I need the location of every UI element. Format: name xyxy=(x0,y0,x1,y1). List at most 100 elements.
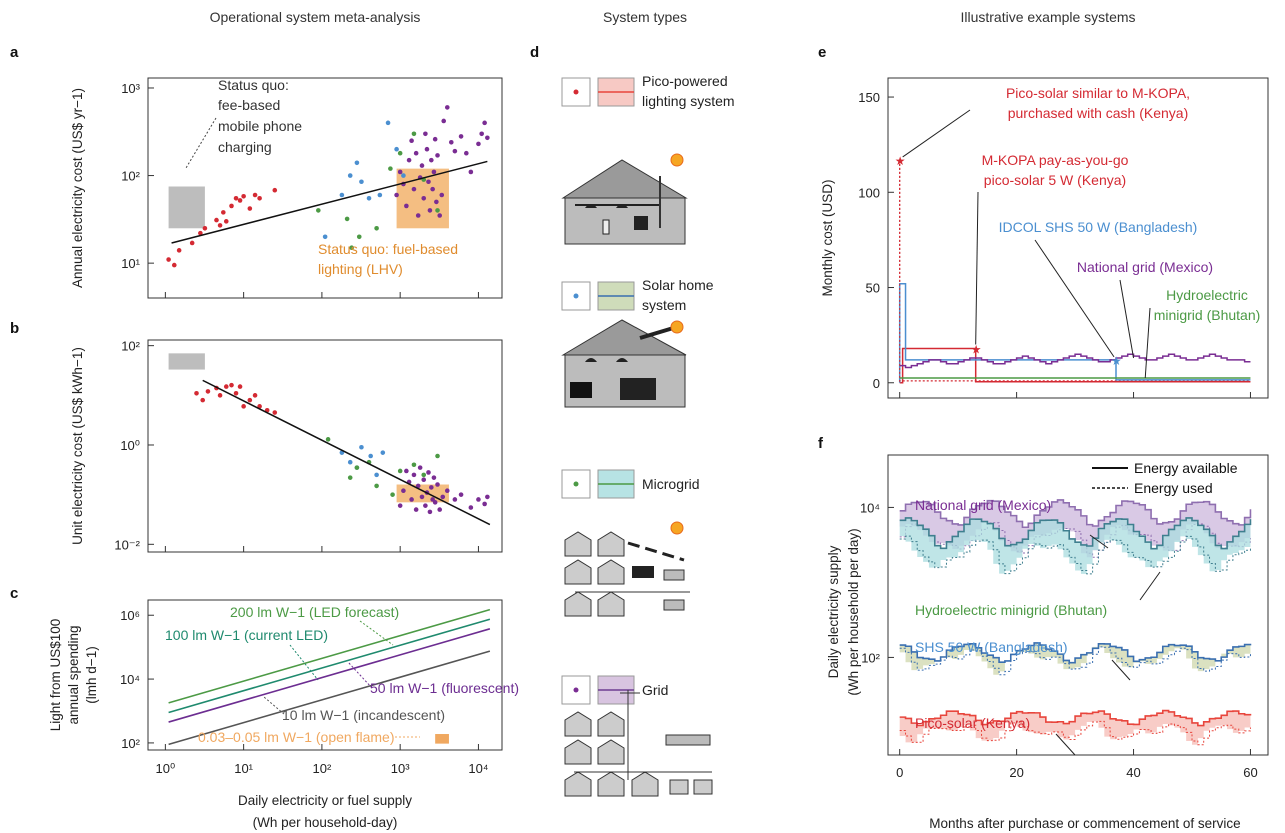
b-point-shs xyxy=(359,444,364,450)
legend-d-label-line-1: Solar home xyxy=(642,277,714,293)
f-available-grid xyxy=(899,499,1252,529)
c-xtick-label: 10⁴ xyxy=(468,761,488,776)
c-series-label-0: 200 lm W−1 (LED forecast) xyxy=(230,604,399,620)
legend-d-dot-box xyxy=(561,77,591,107)
a-point-grid xyxy=(479,131,484,137)
b-point-grid xyxy=(426,470,431,475)
legend-d-dot xyxy=(573,89,579,95)
plot-f: National grid (Mexico) Hydroelectric mini… xyxy=(826,497,1258,831)
annotations-e: Pico-solar similar to M-KOPA, purchased … xyxy=(982,85,1261,323)
f-used-pico xyxy=(899,720,1251,746)
a-point-grid xyxy=(411,186,417,192)
a-point-micro xyxy=(344,216,350,222)
legend-d-dot xyxy=(573,687,579,693)
c-label-leader-2 xyxy=(347,661,373,689)
b-status-quo-phone-box xyxy=(168,353,205,370)
a-point-pico xyxy=(223,219,229,224)
e-ytick-label: 50 xyxy=(866,281,880,296)
plot-a: 10¹ 10² 10³ Annual electricity cost (US$ yr… xyxy=(70,81,490,298)
b-point-pico xyxy=(223,384,229,389)
f-leader-pico xyxy=(1055,733,1076,756)
a-point-micro xyxy=(435,208,440,213)
a-ylabel: Annual electricity cost (US$ yr−1) xyxy=(70,88,85,288)
c-ytick-label: 10² xyxy=(121,736,140,751)
b-point-micro xyxy=(390,492,395,497)
legend-f-used-label: Energy used xyxy=(1134,480,1213,496)
c-xtick-label: 10⁰ xyxy=(156,761,176,776)
a-point-pico xyxy=(237,198,243,203)
a-point-shs xyxy=(401,173,406,178)
b-ylabel: Unit electricity cost (US$ kWh−1) xyxy=(70,347,85,545)
f-series-label-0: National grid (Mexico) xyxy=(915,497,1051,513)
a-point-pico xyxy=(221,210,226,215)
a-point-pico xyxy=(166,257,171,262)
a-point-micro xyxy=(388,166,393,171)
a-point-grid xyxy=(437,213,443,218)
c-open-flame-box xyxy=(435,734,449,744)
panel-a-frame xyxy=(147,77,503,299)
b-point-micro xyxy=(411,462,417,468)
e-star-mkopa: ★ xyxy=(971,342,982,356)
a-point-grid xyxy=(452,148,458,154)
a-point-grid xyxy=(423,131,428,137)
a-point-pico xyxy=(247,206,253,211)
f-used-grid xyxy=(899,522,1251,558)
b-point-grid xyxy=(435,482,440,487)
b-point-grid xyxy=(437,507,443,512)
legend-f-available-label: Energy available xyxy=(1134,460,1238,476)
a-point-grid xyxy=(406,157,412,163)
a-point-pico xyxy=(241,193,246,199)
b-point-grid xyxy=(482,501,487,507)
c-label-leader-1 xyxy=(289,644,319,681)
panel-letter-d: d xyxy=(530,44,539,61)
illustrations-d xyxy=(561,153,713,797)
a-point-grid xyxy=(435,153,440,158)
e-annotation-mkopa-1: M-KOPA pay-as-you-go xyxy=(982,152,1129,168)
annotation-phone-line-3: mobile phone xyxy=(218,118,302,134)
c-ytick-label: 10⁴ xyxy=(120,672,140,687)
annotation-phone-line-1: Status quo: xyxy=(218,77,289,93)
e-leader-cash xyxy=(902,109,971,158)
a-point-shs xyxy=(354,160,360,166)
a-point-pico xyxy=(214,217,219,223)
a-point-grid xyxy=(441,118,447,124)
b-point-pico xyxy=(233,390,239,396)
f-series-label-2: SHS 50 W (Bangladesh) xyxy=(915,639,1068,655)
f-xtick-label: 40 xyxy=(1126,765,1140,780)
c-ylabel-line-3: (lmh d−1) xyxy=(84,646,99,703)
plot-e: ★ ★ ★ 0 50 100 150 Monthly cost (USD) xyxy=(820,90,1251,398)
e-annotation-pico-cash-1: Pico-solar similar to M-KOPA, xyxy=(1006,85,1190,101)
a-point-grid xyxy=(397,169,403,175)
a-point-grid xyxy=(448,139,454,145)
a-point-pico xyxy=(202,225,208,231)
b-point-grid xyxy=(409,497,414,502)
b-point-pico xyxy=(272,410,278,415)
a-point-grid xyxy=(432,136,438,142)
a-point-shs xyxy=(366,196,372,201)
a-point-micro xyxy=(374,225,379,231)
f-ytick-label: 10⁴ xyxy=(860,500,880,515)
a-point-grid xyxy=(413,150,419,156)
f-area-micro xyxy=(899,517,1251,574)
legend-d-label: Microgrid xyxy=(642,476,700,492)
a-point-shs xyxy=(359,179,364,185)
b-point-grid xyxy=(417,465,423,470)
e-series-grid xyxy=(899,353,1251,369)
b-point-grid xyxy=(401,488,406,494)
f-leader-shs xyxy=(1111,659,1131,681)
c-xtick-label: 10² xyxy=(313,761,332,776)
e-series-shs xyxy=(898,282,1251,383)
a-point-pico xyxy=(229,203,234,209)
annotation-status-quo-fuel: Status quo: fuel-based lighting (LHV) xyxy=(318,241,458,277)
e-annotation-mkopa-2: pico-solar 5 W (Kenya) xyxy=(984,172,1126,188)
c-label-leader-0 xyxy=(359,620,394,646)
a-point-micro xyxy=(411,131,417,137)
a-point-micro xyxy=(316,208,321,213)
a-point-grid xyxy=(404,203,409,209)
b-point-grid xyxy=(444,488,450,494)
b-point-grid xyxy=(429,485,434,490)
b-point-micro xyxy=(435,453,440,459)
b-point-pico xyxy=(229,382,234,388)
e-ytick-label: 150 xyxy=(858,90,880,105)
a-point-grid xyxy=(476,141,481,147)
